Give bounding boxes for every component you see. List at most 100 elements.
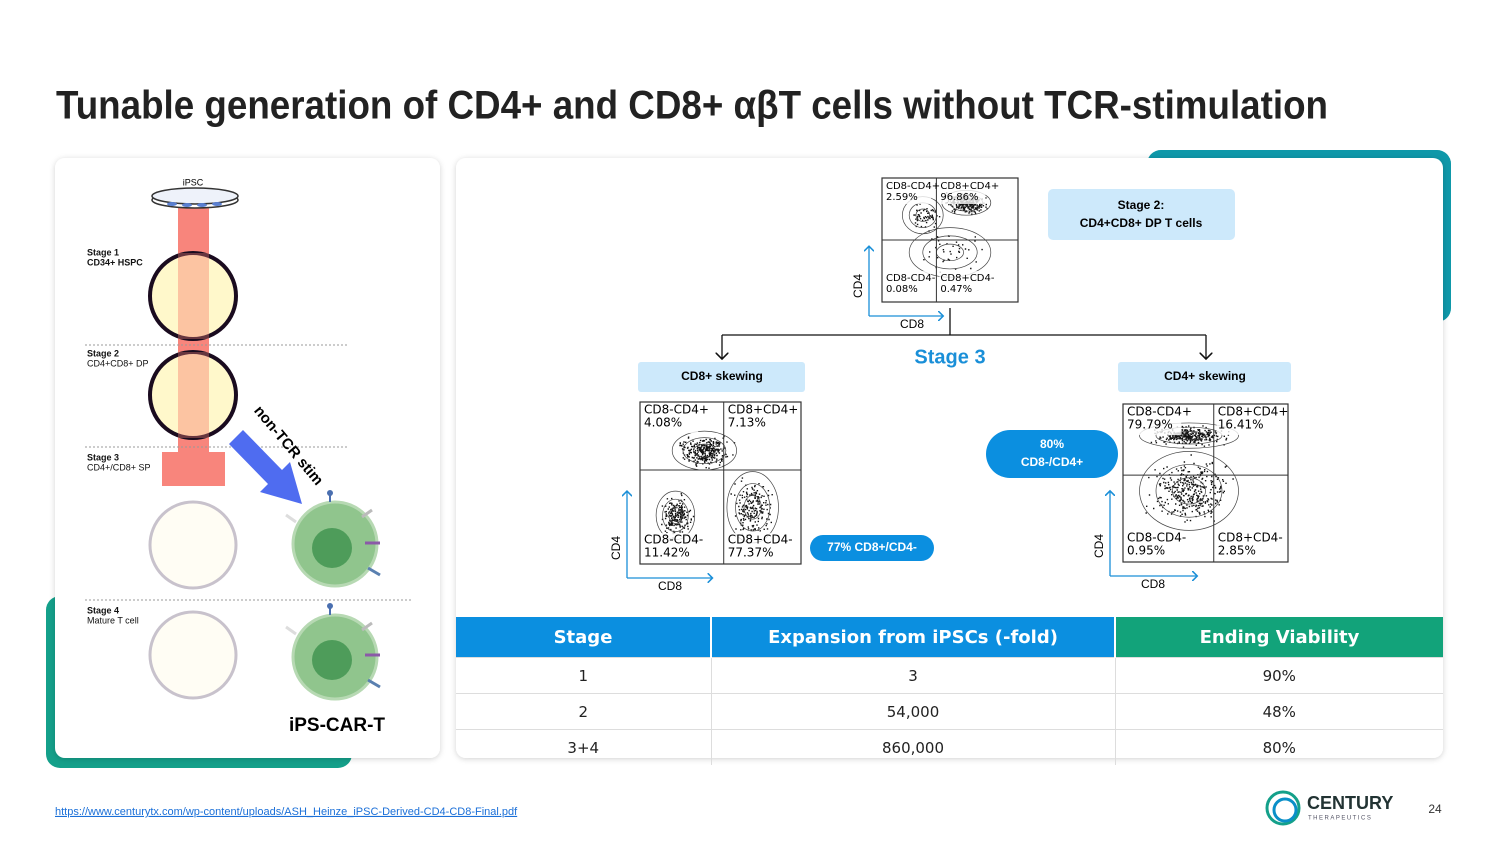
skew-box <box>638 362 805 392</box>
table-header: Expansion from iPSCs (-fold) <box>711 617 1116 658</box>
table-header: Stage <box>456 617 712 658</box>
pill <box>810 535 934 561</box>
axis-label: CD8 <box>1141 577 1165 591</box>
quadrant-label: CD8-CD4+ <box>886 181 940 192</box>
contour <box>1172 477 1206 505</box>
axis-label: CD4 <box>1092 534 1106 558</box>
logo-text: CENTURY <box>1307 793 1393 813</box>
page-number: 24 <box>1428 802 1442 816</box>
quadrant-label: CD8-CD4- <box>886 273 936 284</box>
quadrant-value: 0.08% <box>886 284 918 295</box>
quadrant-label: CD8-CD4- <box>644 533 703 547</box>
quadrant-label: CD8+CD4- <box>1218 531 1283 545</box>
quadrant-label-bg <box>1126 405 1182 435</box>
quadrant-label: CD8+CD4+ <box>728 403 799 417</box>
contour <box>743 495 762 520</box>
table-cell: 80% <box>1115 729 1443 765</box>
quadrant-label-bg <box>726 403 782 433</box>
contour <box>662 498 689 532</box>
skew-box <box>1118 362 1291 392</box>
contour <box>915 208 930 222</box>
slide-title: Tunable generation of CD4+ and CD8+ αβT … <box>56 84 1328 128</box>
table-row: 1 3 90% <box>456 657 1443 694</box>
table-row: 3+4 860,000 80% <box>456 729 1443 765</box>
contour <box>1139 422 1239 449</box>
main-panel <box>456 158 1443 758</box>
flow-plot: CD8-CD4+2.59% CD8+CD4+96.86% CD8-CD4-0.08%… <box>851 177 1019 331</box>
stage-desc: CD4+CD8+ DP <box>87 358 149 368</box>
quadrant-label-bg <box>643 403 699 433</box>
source-link[interactable]: https://www.centurytx.com/wp-content/upl… <box>55 806 518 818</box>
quadrant-label: CD8+CD4+ <box>940 181 999 192</box>
axis-label: CD4 <box>609 536 623 560</box>
flow-plot: CD8-CD4+79.79% CD8+CD4+16.41% CD8-CD4-0.95… <box>1092 403 1289 591</box>
quadrant-value: 79.79% <box>1127 418 1173 432</box>
table-cell: 3 <box>711 657 1116 694</box>
quadrant-label-bg <box>885 271 931 296</box>
flow-plot: CD8-CD4+4.08% CD8+CD4+7.13% CD8-CD4-11.42%… <box>609 401 802 593</box>
stage2-box <box>1048 189 1235 240</box>
stage2-label: Stage 2: <box>1118 198 1165 212</box>
quadrant-value: 77.37% <box>728 546 774 560</box>
quadrant-value: 2.59% <box>886 192 918 203</box>
contour <box>735 483 771 532</box>
table-cell: 48% <box>1115 693 1443 730</box>
quadrant-value: 0.47% <box>940 284 972 295</box>
quadrant-label: CD8-CD4+ <box>644 403 709 417</box>
quadrant-label-bg <box>939 179 986 204</box>
stage2-label: CD4+CD8+ DP T cells <box>1080 216 1203 230</box>
skew-label: CD4+ skewing <box>1164 369 1246 383</box>
quadrant-label-bg <box>643 533 699 563</box>
quadrant-value: 96.86% <box>940 192 978 203</box>
table-cell: 54,000 <box>711 693 1116 730</box>
quadrant-label: CD8+CD4- <box>940 273 994 284</box>
quadrant-label-bg <box>939 271 986 296</box>
pill <box>986 430 1118 478</box>
table-header: Ending Viability <box>1115 617 1443 658</box>
table-cell: 90% <box>1115 657 1443 694</box>
contour <box>1155 464 1223 518</box>
expansion-table: Stage Expansion from iPSCs (-fold) Endin… <box>456 617 1443 765</box>
stage-desc: CD34+ HSPC <box>87 257 143 267</box>
quadrant-value: 11.42% <box>644 546 690 560</box>
tree-connector <box>722 308 1206 359</box>
stage-name: Stage 3 <box>87 452 119 462</box>
skew-label: CD8+ skewing <box>681 369 763 383</box>
quadrant-label: CD8+CD4- <box>728 533 793 547</box>
quadrant-label-bg <box>885 179 931 204</box>
quadrant-label-bg <box>726 533 782 563</box>
quadrant-value: 0.95% <box>1127 544 1165 558</box>
quadrant-label-bg <box>1216 405 1272 435</box>
quadrant-value: 4.08% <box>644 416 682 430</box>
product-label: iPS-CAR-T <box>289 715 385 736</box>
logo-mark <box>1265 790 1301 826</box>
contour <box>668 506 683 524</box>
density-dots <box>661 435 773 539</box>
axis-label: CD4 <box>851 274 865 298</box>
pill-label: 80% <box>1040 437 1064 451</box>
differentiation-diagram <box>85 187 412 701</box>
table-cell: 1 <box>456 657 712 694</box>
axis-label: CD8 <box>900 317 924 331</box>
contour <box>1139 451 1239 531</box>
contour <box>682 437 727 464</box>
stage-name: Stage 4 <box>87 605 119 615</box>
pill-label: 77% CD8+/CD4- <box>827 540 917 554</box>
quadrant-value: 7.13% <box>728 416 766 430</box>
contour <box>1172 431 1206 441</box>
ipsc-label: iPSC <box>183 177 204 187</box>
pill-label: CD8-/CD4+ <box>1021 455 1083 469</box>
table-cell: 3+4 <box>456 729 712 765</box>
quadrant-label: CD8-CD4- <box>1127 531 1186 545</box>
quadrant-label-bg <box>1216 531 1272 561</box>
logo-subtext: THERAPEUTICS <box>1308 816 1372 822</box>
quadrant-label: CD8-CD4+ <box>1127 405 1192 419</box>
contour <box>922 235 978 270</box>
quadrant-label: CD8+CD4+ <box>1218 405 1289 419</box>
stage-desc: CD4+/CD8+ SP <box>87 462 151 472</box>
quadrant-label-bg <box>1126 531 1182 561</box>
density-dots <box>1144 425 1234 523</box>
table-row: 2 54,000 48% <box>456 693 1443 730</box>
